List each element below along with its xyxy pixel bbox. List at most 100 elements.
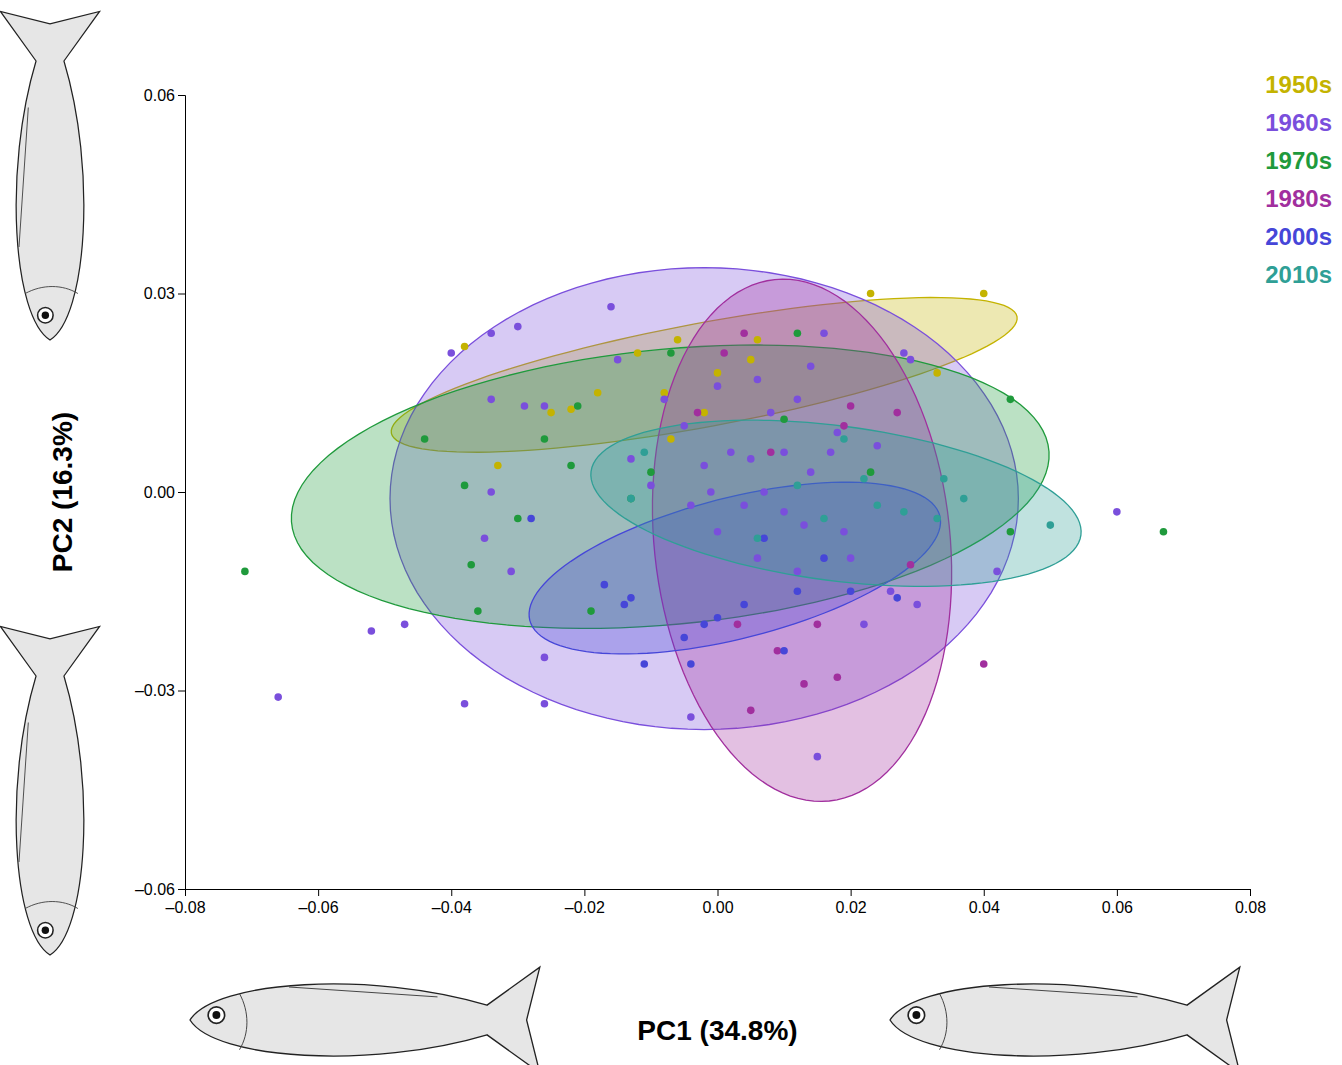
y-tick-label: 0.00 [144, 484, 175, 501]
x-tick-mark [718, 889, 719, 896]
point [241, 568, 249, 576]
fish-pupil [912, 1011, 920, 1019]
point [820, 329, 828, 337]
fish-pupil [212, 1011, 220, 1019]
point [807, 468, 815, 476]
y-tick-label: –0.03 [135, 682, 175, 699]
y-axis-title: PC2 (16.3%) [47, 412, 78, 572]
point [700, 409, 708, 417]
point [640, 660, 648, 668]
point [621, 601, 629, 609]
point [274, 693, 282, 701]
point [627, 455, 635, 463]
plot-area [241, 268, 1167, 802]
point [867, 290, 875, 298]
x-tick-label: 0.00 [702, 899, 733, 916]
point [627, 495, 635, 503]
fish-illustration [190, 967, 540, 1065]
x-tick-label: 0.02 [836, 899, 867, 916]
point [980, 290, 988, 298]
point [860, 621, 868, 629]
point [767, 449, 775, 457]
point [860, 475, 868, 483]
point [667, 435, 675, 443]
point [940, 475, 948, 483]
x-axis-title: PC1 (34.8%) [637, 1015, 797, 1046]
point [907, 561, 915, 569]
point [834, 673, 842, 681]
point [700, 462, 708, 470]
y-tick: –0.06 [135, 881, 185, 898]
x-tick-label: 0.08 [1235, 899, 1266, 916]
point [714, 614, 722, 622]
y-tick: 0.06 [144, 87, 185, 104]
point [541, 435, 549, 443]
point [487, 488, 495, 496]
point [487, 329, 495, 337]
point [487, 396, 495, 404]
point [873, 501, 881, 509]
x-tick-label: 0.06 [1102, 899, 1133, 916]
point [481, 535, 489, 543]
point [847, 587, 855, 595]
point [461, 343, 469, 351]
point [734, 621, 742, 629]
x-tick-label: –0.04 [432, 899, 472, 916]
x-tick-mark [451, 889, 452, 896]
x-tick: 0.02 [836, 889, 867, 916]
point [574, 402, 582, 410]
point [1160, 528, 1168, 536]
point [780, 449, 788, 457]
point [800, 521, 808, 529]
point [900, 508, 908, 516]
point [780, 508, 788, 516]
point [794, 587, 802, 595]
point [687, 501, 695, 509]
legend-entry: 1950s [1265, 71, 1332, 98]
point [707, 488, 715, 496]
point [747, 707, 755, 715]
point [1113, 508, 1121, 516]
point [827, 449, 835, 457]
point [694, 409, 702, 417]
x-tick-label: –0.02 [565, 899, 605, 916]
fish-illustration [0, 11, 99, 340]
point [767, 409, 775, 417]
point [1007, 396, 1015, 404]
point [567, 405, 575, 413]
legend-entry: 1980s [1265, 185, 1332, 212]
point [820, 515, 828, 523]
point [960, 495, 968, 503]
y-tick-mark [178, 95, 185, 96]
point [567, 462, 575, 470]
x-tick: 0.04 [969, 889, 1000, 916]
point [541, 654, 549, 662]
x-tick-mark [1117, 889, 1118, 896]
point [740, 601, 748, 609]
point [754, 554, 762, 562]
fish-body [0, 626, 99, 955]
point [680, 634, 688, 642]
point [587, 607, 595, 615]
point [1007, 528, 1015, 536]
point [687, 713, 695, 721]
x-tick-label: 0.04 [969, 899, 1000, 916]
point [680, 422, 688, 430]
point [634, 349, 642, 357]
point [527, 515, 535, 523]
fish-illustration [890, 967, 1240, 1065]
point [740, 501, 748, 509]
point [714, 528, 722, 536]
point [740, 329, 748, 337]
point [820, 554, 828, 562]
point [640, 449, 648, 457]
point [800, 680, 808, 688]
point [907, 356, 915, 364]
point [933, 369, 941, 377]
point [547, 409, 555, 417]
point [747, 455, 755, 463]
legend-entry: 1970s [1265, 147, 1332, 174]
x-tick-mark [851, 889, 852, 896]
point [794, 396, 802, 404]
x-tick-mark [318, 889, 319, 896]
